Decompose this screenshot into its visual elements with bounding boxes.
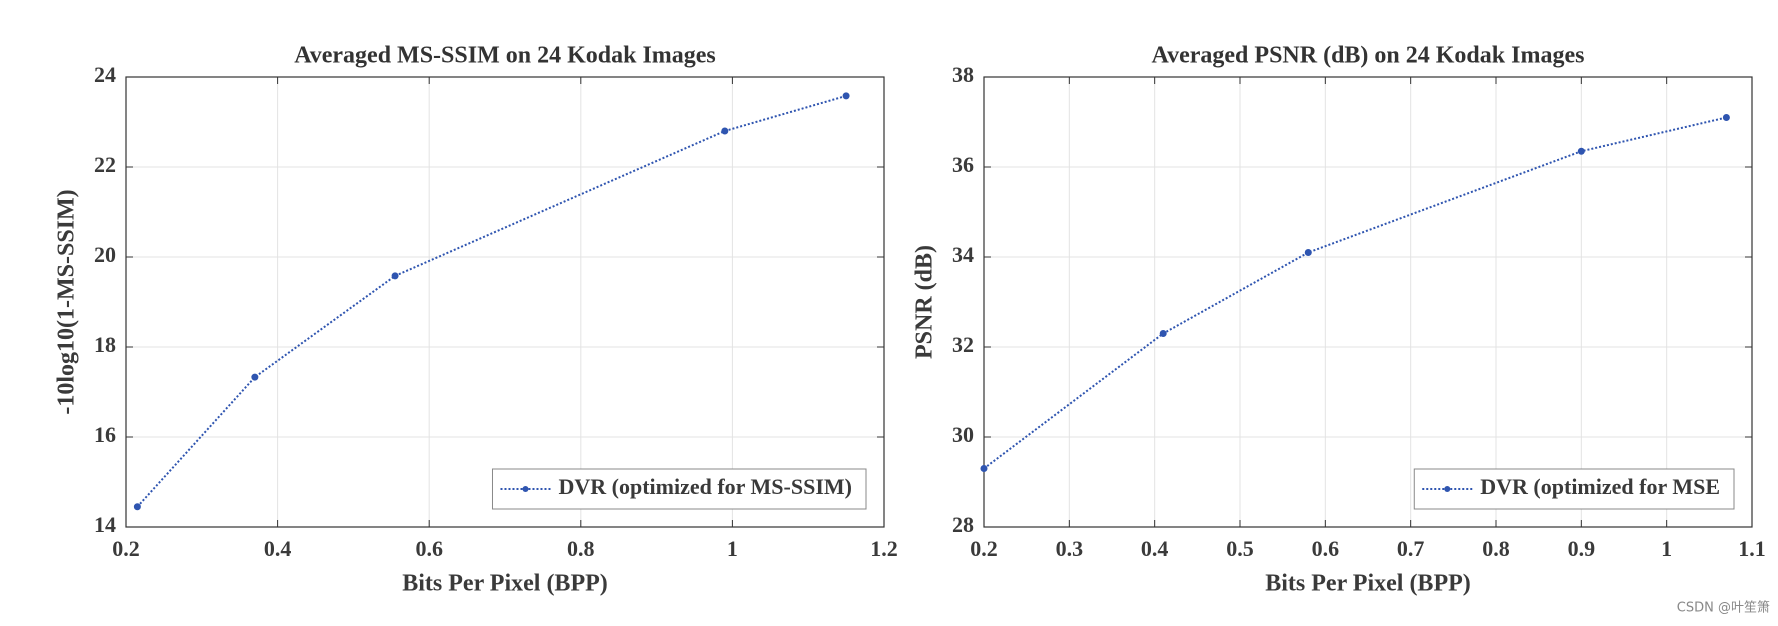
chart: Averaged PSNR (dB) on 24 Kodak Images Bit… bbox=[912, 43, 1766, 597]
legend-marker bbox=[522, 486, 529, 492]
x-axis-label: Bits Per Pixel (BPP) bbox=[1265, 571, 1471, 597]
y-tick-label: 18 bbox=[94, 332, 116, 357]
y-tick-label: 14 bbox=[94, 512, 116, 537]
y-axis-label: -10log10(1-MS-SSIM) bbox=[54, 189, 80, 414]
x-tick-label: 0.6 bbox=[1312, 536, 1340, 561]
legend: DVR (optimized for MS-SSIM) bbox=[491, 468, 867, 510]
x-tick-label: 0.4 bbox=[264, 536, 292, 561]
legend-box bbox=[491, 468, 867, 510]
chart-title: Averaged MS-SSIM on 24 Kodak Images bbox=[294, 43, 716, 69]
x-tick-label: 0.3 bbox=[1056, 536, 1084, 561]
series-line bbox=[983, 116, 1727, 470]
x-tick-label: 1 bbox=[727, 536, 738, 561]
data-point bbox=[133, 503, 141, 511]
legend-label: DVR (optimized for MS-SSIM) bbox=[558, 474, 852, 499]
y-tick-label: 38 bbox=[952, 62, 974, 87]
x-tick-label: 1.1 bbox=[1738, 536, 1766, 561]
y-tick-label: 36 bbox=[952, 152, 974, 177]
y-axis-label: PSNR (dB) bbox=[912, 245, 938, 359]
x-tick-label: 0.9 bbox=[1568, 536, 1596, 561]
y-tick-label: 16 bbox=[94, 422, 116, 447]
data-point bbox=[1159, 330, 1167, 337]
legend-label: DVR (optimized for MSE bbox=[1480, 474, 1720, 499]
plot-frame bbox=[983, 76, 1753, 528]
y-tick-label: 28 bbox=[952, 512, 974, 537]
x-tick-label: 0.7 bbox=[1397, 536, 1425, 561]
x-axis-label: Bits Per Pixel (BPP) bbox=[402, 571, 608, 597]
data-point bbox=[1304, 249, 1312, 256]
y-tick-label: 30 bbox=[952, 422, 974, 447]
data-point bbox=[251, 373, 259, 381]
chart-title: Averaged PSNR (dB) on 24 Kodak Images bbox=[1152, 43, 1585, 69]
data-point bbox=[842, 92, 850, 100]
legend: DVR (optimized for MSE bbox=[1413, 468, 1735, 510]
series-line bbox=[136, 94, 847, 508]
y-tick-label: 20 bbox=[94, 242, 116, 267]
y-tick-label: 22 bbox=[94, 152, 116, 177]
y-tick-label: 24 bbox=[94, 62, 116, 87]
x-tick-label: 0.5 bbox=[1226, 536, 1254, 561]
x-tick-label: 0.6 bbox=[415, 536, 443, 561]
data-point bbox=[980, 465, 988, 472]
y-tick-label: 34 bbox=[952, 242, 974, 267]
x-tick-label: 0.2 bbox=[112, 536, 140, 561]
x-tick-label: 1.2 bbox=[870, 536, 898, 561]
x-tick-label: 0.8 bbox=[1482, 536, 1510, 561]
chart: Averaged MS-SSIM on 24 Kodak Images Bits … bbox=[54, 43, 898, 597]
x-tick-label: 1 bbox=[1661, 536, 1672, 561]
data-point bbox=[1722, 114, 1730, 121]
x-tick-label: 0.2 bbox=[970, 536, 998, 561]
x-tick-label: 0.8 bbox=[567, 536, 595, 561]
data-point bbox=[721, 127, 729, 135]
legend-marker bbox=[1444, 486, 1451, 492]
data-point bbox=[391, 272, 399, 280]
data-point bbox=[1577, 147, 1585, 155]
plot-frame bbox=[125, 76, 885, 528]
y-tick-label: 32 bbox=[952, 332, 974, 357]
x-tick-label: 0.4 bbox=[1141, 536, 1169, 561]
watermark: CSDN @叶笙箫 bbox=[1677, 600, 1770, 616]
